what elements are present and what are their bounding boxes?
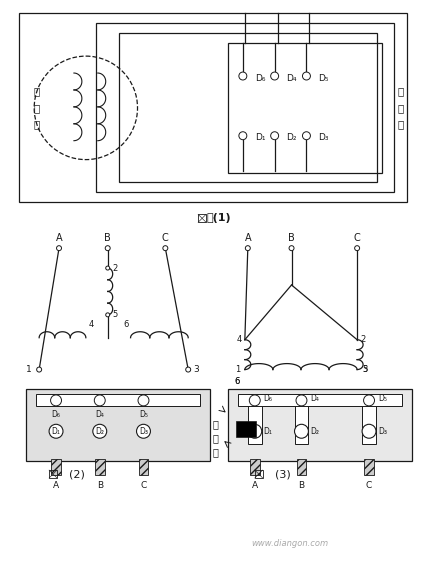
Text: D₃: D₃ (318, 133, 329, 142)
Text: 5: 5 (362, 365, 367, 374)
Bar (250, 459, 260, 475)
Text: D₁: D₁ (52, 427, 60, 436)
Circle shape (249, 395, 260, 406)
Circle shape (105, 245, 110, 251)
Text: D₁: D₁ (264, 427, 272, 436)
Text: 电
动
机: 电 动 机 (33, 87, 39, 129)
Circle shape (137, 425, 150, 438)
Bar (364, 459, 374, 475)
Text: A: A (244, 233, 251, 243)
Bar (255, 470, 263, 478)
Circle shape (163, 245, 168, 251)
Circle shape (239, 72, 247, 80)
Circle shape (138, 395, 149, 406)
Text: D₃: D₃ (139, 427, 148, 436)
Text: D₁: D₁ (255, 133, 265, 142)
Text: D₂: D₂ (311, 427, 319, 436)
Text: 3: 3 (362, 365, 367, 374)
Bar (119, 33, 377, 182)
Text: A: A (56, 233, 62, 243)
Text: 1: 1 (26, 365, 32, 374)
Circle shape (364, 395, 374, 406)
Bar (297, 459, 307, 475)
Text: 图(1): 图(1) (207, 213, 231, 224)
Bar (138, 459, 148, 475)
Text: 2: 2 (360, 335, 365, 344)
Circle shape (94, 395, 105, 406)
Circle shape (303, 72, 311, 80)
Circle shape (186, 367, 191, 372)
Circle shape (239, 132, 247, 140)
Text: D₄: D₄ (311, 395, 319, 404)
Text: 接
线
板: 接 线 板 (398, 87, 404, 129)
Bar (228, 43, 382, 172)
Bar (96, 23, 394, 193)
Bar (198, 215, 206, 222)
Text: C: C (366, 481, 372, 490)
Circle shape (248, 425, 262, 438)
Text: 接
线
板: 接 线 板 (212, 419, 218, 457)
Circle shape (271, 132, 279, 140)
Text: 2: 2 (113, 263, 118, 272)
Text: www.diangon.com: www.diangon.com (251, 539, 328, 548)
Circle shape (296, 395, 307, 406)
Text: B: B (104, 233, 111, 243)
Circle shape (106, 266, 110, 270)
Circle shape (355, 245, 360, 251)
Text: 4: 4 (88, 320, 93, 329)
Text: D₂: D₂ (95, 427, 104, 436)
Circle shape (303, 132, 311, 140)
Text: D₂: D₂ (286, 133, 297, 142)
Bar (49, 470, 57, 478)
Text: C: C (140, 481, 147, 490)
Bar (248, 395, 262, 444)
Text: D₅: D₅ (318, 74, 329, 83)
Circle shape (37, 367, 42, 372)
Text: B: B (288, 233, 295, 243)
Circle shape (271, 72, 279, 80)
Bar (26, 390, 210, 461)
Text: D₄: D₄ (95, 410, 104, 419)
Circle shape (294, 425, 308, 438)
Bar (294, 395, 308, 444)
Text: A: A (252, 481, 258, 490)
Text: 1: 1 (235, 365, 240, 374)
Bar (36, 395, 200, 406)
Text: 6: 6 (234, 377, 240, 386)
Text: (3): (3) (275, 469, 290, 479)
Bar (95, 459, 105, 475)
Text: C: C (162, 233, 169, 243)
Circle shape (49, 425, 63, 438)
Circle shape (93, 425, 107, 438)
Text: D₄: D₄ (286, 74, 297, 83)
Text: 6: 6 (234, 377, 240, 386)
Text: D₅: D₅ (139, 410, 148, 419)
Bar (19, 14, 407, 202)
Circle shape (289, 245, 294, 251)
Text: C: C (354, 233, 360, 243)
Text: D₅: D₅ (378, 395, 387, 404)
Text: B: B (97, 481, 103, 490)
Circle shape (57, 245, 61, 251)
Text: (2): (2) (69, 469, 85, 479)
Bar (51, 459, 61, 475)
Text: A: A (53, 481, 59, 490)
Text: D₆: D₆ (255, 74, 265, 83)
Text: 6: 6 (123, 320, 128, 329)
Text: D₃: D₃ (378, 427, 387, 436)
Bar (228, 390, 412, 461)
Text: 5: 5 (113, 310, 118, 319)
Text: 3: 3 (193, 365, 199, 374)
Text: B: B (298, 481, 304, 490)
Text: D₆: D₆ (264, 395, 273, 404)
Bar (236, 421, 256, 437)
Circle shape (245, 245, 250, 251)
Circle shape (106, 313, 110, 317)
Circle shape (362, 425, 376, 438)
Text: D₆: D₆ (52, 410, 60, 419)
Bar (362, 395, 376, 444)
Bar (238, 395, 402, 406)
Text: 4: 4 (237, 335, 242, 344)
Circle shape (50, 395, 61, 406)
